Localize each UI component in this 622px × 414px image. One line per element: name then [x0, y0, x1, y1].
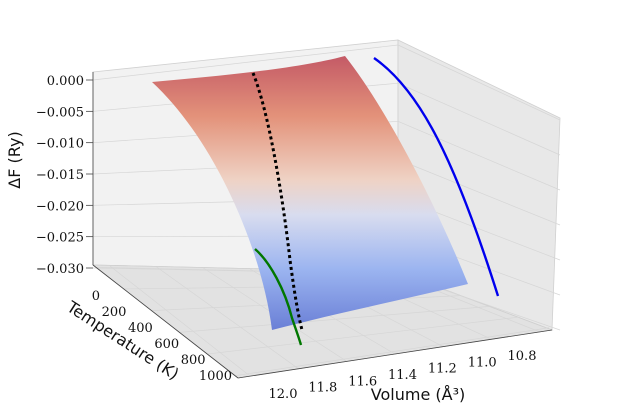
z-tick-labels: 0.000 −0.005 −0.010 −0.015 −0.020 −0.025 −0.03… [36, 74, 93, 277]
z-tick-label: −0.020 [36, 199, 84, 214]
z-tick-label: 0.000 [47, 74, 84, 89]
y-axis-line [92, 264, 239, 379]
curve-green [254, 248, 303, 346]
z-tick-label: −0.025 [36, 231, 84, 246]
z-tick-label: −0.005 [36, 105, 84, 120]
z-axis-label: ΔF (Ry) [5, 131, 24, 188]
curve-black-dotted [251, 72, 304, 331]
y-tick-label: 400 [128, 321, 153, 336]
x-tick-label: 11.4 [388, 368, 417, 383]
x-axis-line [237, 329, 553, 379]
z-tick-label: −0.015 [36, 168, 84, 183]
z-grid-line-right [397, 82, 561, 156]
z-tick-label: −0.010 [36, 137, 84, 152]
z-tick-label: −0.030 [36, 262, 84, 277]
x-tick-label: 11.6 [348, 374, 377, 389]
x-tick-label: 10.8 [508, 349, 537, 364]
x-axis-label: Volume (Å³) [371, 385, 465, 404]
y-tick-label: 200 [102, 305, 127, 320]
x-tick-label: 12.0 [269, 387, 298, 402]
y-tick-label: 0 [92, 289, 100, 304]
z-grid-line-right [397, 159, 561, 226]
y-tick-label: 600 [154, 337, 179, 352]
free-energy-surface [152, 56, 468, 330]
y-grid-line [235, 327, 550, 377]
x-tick-label: 11.8 [308, 381, 337, 396]
x-grid-line [156, 266, 299, 369]
x-tick-label: 11.2 [428, 362, 457, 377]
x-tick-labels: 12.0 11.8 11.6 11.4 11.2 11.0 10.8 [269, 349, 537, 402]
curve-blue [373, 57, 500, 297]
x-grid-line [109, 265, 251, 377]
z-grid-line-right [397, 44, 561, 121]
x-tick-label: 11.0 [468, 355, 497, 370]
y-grid-line [179, 305, 490, 333]
z-grid-line-right [397, 121, 561, 191]
y-tick-label: 800 [181, 353, 206, 368]
z-grid-line [92, 44, 399, 81]
y-tick-label: 1000 [199, 369, 232, 384]
